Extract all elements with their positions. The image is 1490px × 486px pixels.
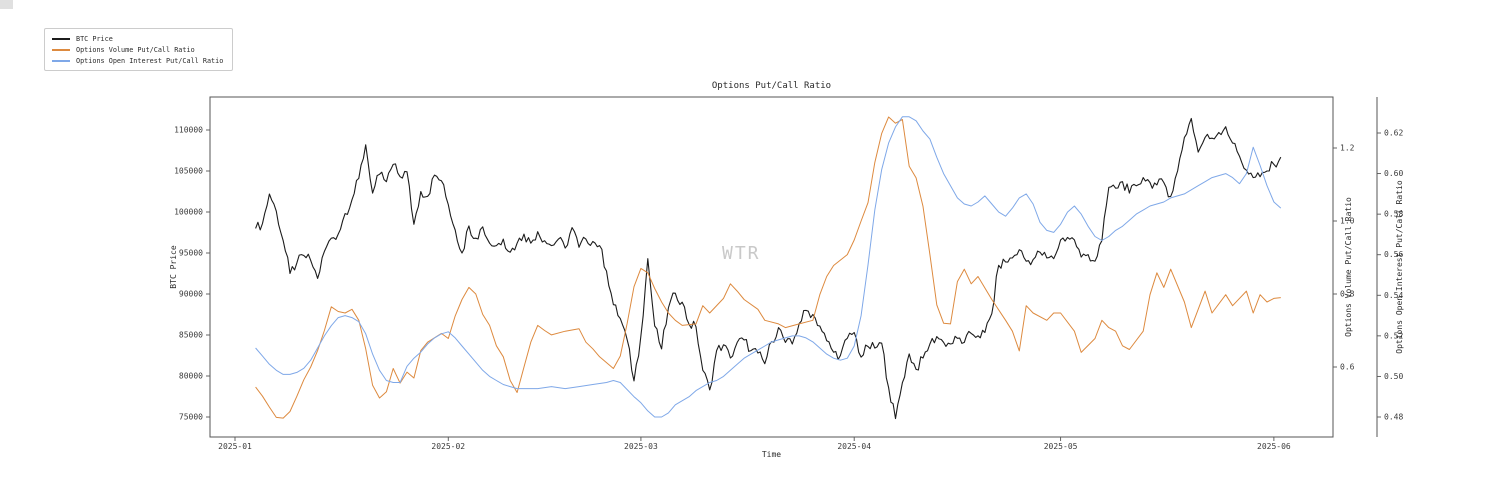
x-axis-tick-label: 2025-01 <box>218 442 252 451</box>
legend-label: Options Volume Put/Call Ratio <box>76 45 195 54</box>
y-axis-title-oi: Options Open Interest Put/Call Ratio <box>1395 180 1404 354</box>
options-volume-ratio-line <box>255 116 1281 419</box>
y-axis-title-volume: Options Volume Put/Call Ratio <box>1344 197 1353 337</box>
volume-axis-tick-label: 1.2 <box>1340 144 1355 153</box>
volume-axis-tick-label: 0.8 <box>1340 290 1355 299</box>
btc-price-line-swatch <box>52 37 70 40</box>
volume-axis-tick-label: 0.6 <box>1340 363 1355 372</box>
options-open-interest-ratio-line-swatch <box>52 59 70 62</box>
oi-axis-tick-label: 0.52 <box>1384 331 1403 340</box>
x-axis-title: Time <box>761 450 782 459</box>
legend-item-options-volume-ratio: Options Volume Put/Call Ratio <box>52 44 223 55</box>
left-axis-tick-label: 80000 <box>179 372 203 381</box>
oi-axis-tick-label: 0.48 <box>1384 413 1403 422</box>
y-axis-title-btc: BTC Price <box>169 245 178 289</box>
legend-item-options-open-interest-ratio: Options Open Interest Put/Call Ratio <box>52 55 223 66</box>
legend-label: BTC Price <box>76 34 113 43</box>
chart-title: Options Put/Call Ratio <box>711 81 832 91</box>
legend-label: Options Open Interest Put/Call Ratio <box>76 56 224 65</box>
oi-axis-tick-label: 0.62 <box>1384 129 1403 138</box>
left-axis-tick-label: 90000 <box>179 290 203 299</box>
watermark: WTR <box>722 243 761 264</box>
left-axis-tick-label: 105000 <box>174 167 203 176</box>
x-axis-tick-label: 2025-02 <box>431 442 465 451</box>
left-axis-tick-label: 110000 <box>174 126 203 135</box>
left-axis-tick-label: 100000 <box>174 208 203 217</box>
options-open-interest-ratio-line <box>255 116 1282 418</box>
x-axis-tick-label: 2025-05 <box>1044 442 1078 451</box>
left-axis-tick-label: 75000 <box>179 413 203 422</box>
volume-axis-tick-label: 1.0 <box>1340 217 1355 226</box>
left-axis-tick-label: 85000 <box>179 331 203 340</box>
x-axis-tick-label: 2025-06 <box>1257 442 1291 451</box>
oi-axis-tick-label: 0.60 <box>1384 169 1403 178</box>
oi-axis-tick-label: 0.56 <box>1384 250 1403 259</box>
oi-axis-tick-label: 0.54 <box>1384 291 1403 300</box>
btc-price-line <box>255 117 1282 420</box>
x-axis-tick-label: 2025-03 <box>624 442 658 451</box>
oi-axis-tick-label: 0.50 <box>1384 372 1403 381</box>
plot-border <box>209 96 1334 438</box>
corner-artifact <box>0 0 13 9</box>
legend-item-btc-price: BTC Price <box>52 33 223 44</box>
x-axis-tick-label: 2025-04 <box>837 442 871 451</box>
left-axis-tick-label: 95000 <box>179 249 203 258</box>
oi-axis-tick-label: 0.58 <box>1384 210 1403 219</box>
legend: BTC Price Options Volume Put/Call Ratio … <box>44 28 234 71</box>
options-volume-ratio-line-swatch <box>52 48 70 51</box>
